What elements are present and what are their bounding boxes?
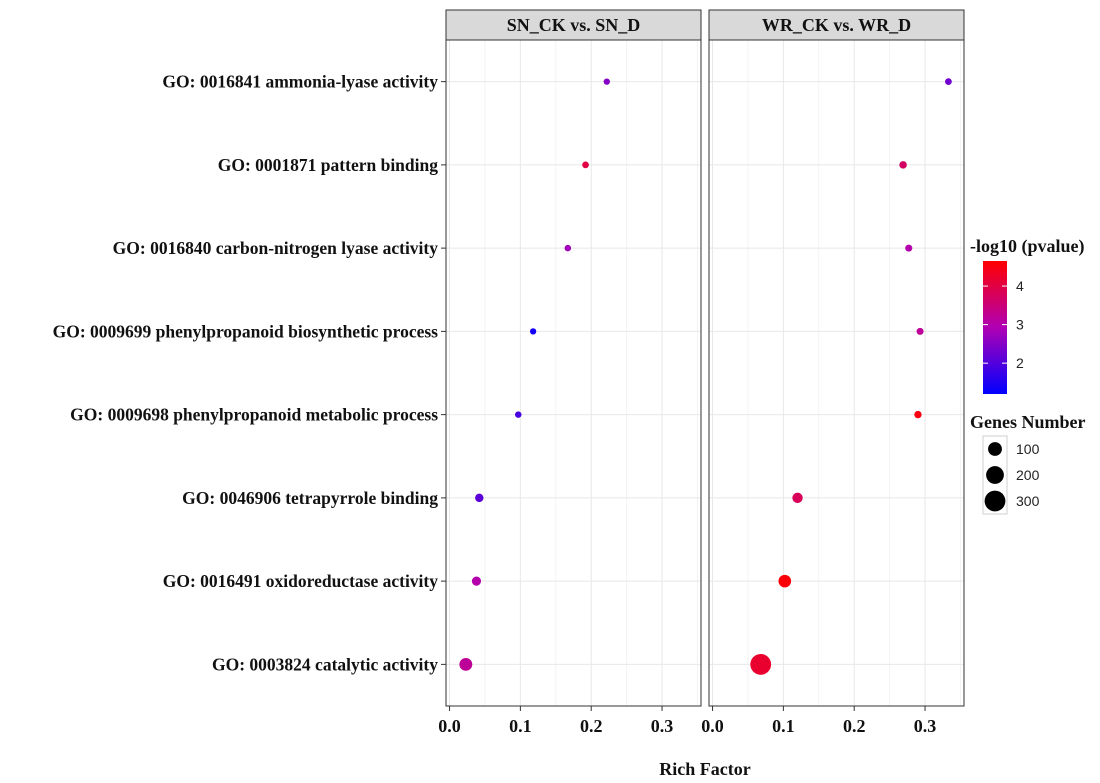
- x-axis-label: Rich Factor: [659, 759, 750, 779]
- size-legend-dot: [984, 490, 1006, 512]
- panel-grid: [446, 40, 701, 706]
- data-point: [603, 78, 610, 85]
- data-point: [792, 492, 803, 504]
- category-label: GO: 0046906 tetrapyrrole binding: [182, 488, 438, 508]
- panel-points: [750, 78, 952, 675]
- category-label: GO: 0001871 pattern binding: [218, 155, 438, 175]
- size-legend-label: 300: [1016, 493, 1040, 509]
- x-tick-label: 0.2: [580, 716, 603, 736]
- panel-wr: WR_CK vs. WR_D 0.0 0.1 0.2 0.3: [701, 9, 965, 736]
- category-label: GO: 0016491 oxidoreductase activity: [163, 571, 439, 591]
- data-point: [582, 161, 589, 169]
- data-point: [899, 161, 907, 169]
- data-point: [475, 493, 484, 503]
- size-legend-items: 100 200 300: [984, 441, 1040, 512]
- color-legend: -log10 (pvalue) 2 3 4: [970, 236, 1085, 394]
- color-legend-title: -log10 (pvalue): [970, 236, 1085, 257]
- panel-border: [445, 39, 702, 707]
- panel-title: WR_CK vs. WR_D: [762, 15, 911, 35]
- category-labels: GO: 0016841 ammonia-lyase activity GO: 00…: [53, 72, 446, 674]
- data-point: [564, 244, 572, 252]
- x-tick-label: 0.3: [914, 716, 937, 736]
- x-ticks: 0.0 0.1 0.2 0.3: [438, 706, 673, 736]
- category-label: GO: 0003824 catalytic activity: [212, 654, 438, 674]
- size-legend-title: Genes Number: [970, 412, 1086, 432]
- data-point: [459, 657, 473, 671]
- data-point: [914, 410, 922, 419]
- data-point: [750, 653, 772, 675]
- color-legend-ticks: 2 3 4: [983, 278, 1024, 371]
- panel-points: [459, 78, 610, 671]
- size-legend: Genes Number 100 200 300: [970, 412, 1086, 515]
- data-point: [778, 574, 792, 588]
- data-point: [916, 327, 924, 335]
- color-tick-label: 4: [1016, 278, 1024, 294]
- size-legend-dot: [986, 466, 1004, 484]
- x-tick-label: 0.2: [843, 716, 866, 736]
- data-point: [514, 411, 522, 418]
- data-point: [905, 244, 913, 252]
- panel-strip: [445, 9, 702, 41]
- data-point: [471, 576, 482, 586]
- data-point: [945, 78, 952, 85]
- x-tick-label: 0.1: [509, 716, 532, 736]
- panel-sn: SN_CK vs. SN_D 0.0 0.1 0.2 0.3: [438, 9, 702, 736]
- data-point: [529, 328, 537, 335]
- color-tick-label: 2: [1016, 355, 1024, 371]
- category-label: GO: 0016841 ammonia-lyase activity: [162, 72, 438, 92]
- size-legend-dot: [988, 442, 1002, 456]
- category-label: GO: 0009699 phenylpropanoid biosynthetic…: [53, 321, 439, 341]
- size-legend-label: 200: [1016, 467, 1040, 483]
- x-tick-label: 0.0: [701, 716, 724, 736]
- panel-border: [708, 39, 965, 707]
- x-ticks: 0.0 0.1 0.2 0.3: [701, 706, 936, 736]
- color-legend-bar: [983, 261, 1007, 394]
- category-label: GO: 0009698 phenylpropanoid metabolic pr…: [70, 405, 438, 425]
- x-tick-label: 0.3: [651, 716, 674, 736]
- color-tick-label: 3: [1016, 317, 1024, 333]
- x-tick-label: 0.0: [438, 716, 461, 736]
- category-label: GO: 0016840 carbon-nitrogen lyase activi…: [113, 238, 439, 258]
- x-tick-label: 0.1: [772, 716, 795, 736]
- size-legend-label: 100: [1016, 441, 1040, 457]
- panel-grid: [709, 40, 964, 706]
- panel-title: SN_CK vs. SN_D: [507, 15, 641, 35]
